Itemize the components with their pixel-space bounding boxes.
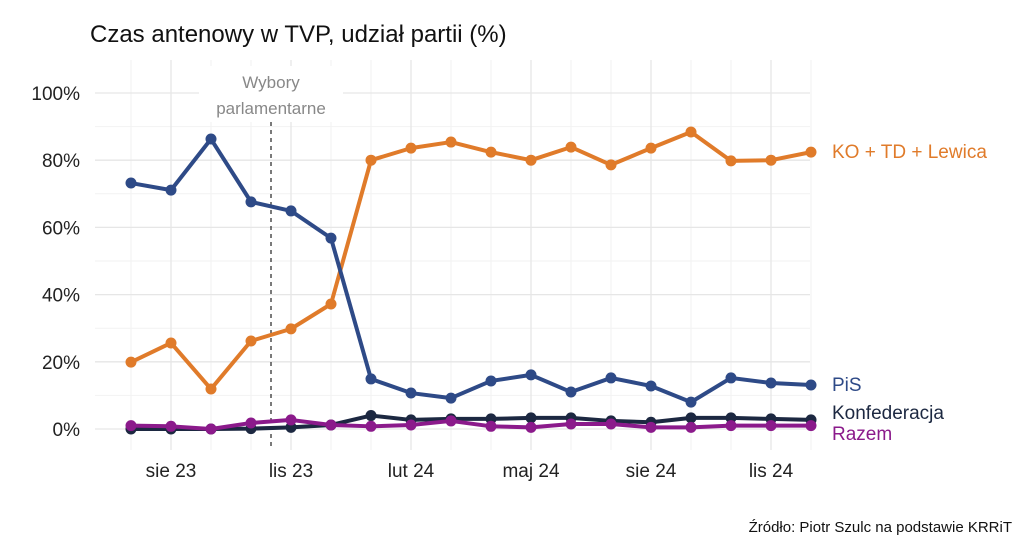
data-point xyxy=(525,154,537,166)
y-tick-label: 40% xyxy=(42,286,80,307)
data-point xyxy=(725,412,737,424)
data-point xyxy=(765,154,777,166)
x-tick-label: lut 24 xyxy=(388,461,435,482)
data-point xyxy=(685,396,697,408)
x-tick-label: sie 23 xyxy=(146,461,197,482)
data-point xyxy=(205,133,217,145)
data-point xyxy=(725,420,737,432)
data-point xyxy=(805,379,817,391)
data-point xyxy=(765,377,777,389)
x-tick-label: lis 23 xyxy=(269,461,313,482)
series-line xyxy=(130,137,812,405)
data-point xyxy=(445,392,457,404)
series-line xyxy=(130,129,812,392)
data-point xyxy=(485,146,497,158)
y-tick-label: 20% xyxy=(42,353,80,374)
data-point xyxy=(645,380,657,392)
series-label: KO + TD + Lewica xyxy=(832,142,987,163)
data-point xyxy=(525,421,537,433)
data-point xyxy=(525,412,537,424)
data-point xyxy=(485,375,497,387)
series-label: PiS xyxy=(832,375,862,396)
data-point xyxy=(485,420,497,432)
chart-caption: Źródło: Piotr Szulc na podstawie KRRiT xyxy=(749,519,1012,536)
chart-title: Czas antenowy w TVP, udział partii (%) xyxy=(90,21,507,48)
y-tick-label: 80% xyxy=(42,151,80,172)
x-tick-label: lis 24 xyxy=(749,461,794,482)
data-point xyxy=(285,323,297,335)
annotation-background xyxy=(199,66,343,122)
data-point xyxy=(365,154,377,166)
data-point xyxy=(165,337,177,349)
data-point xyxy=(725,155,737,167)
data-point xyxy=(365,410,377,422)
data-point xyxy=(165,184,177,196)
series-label: Konfederacja xyxy=(832,403,944,424)
data-point xyxy=(565,141,577,153)
data-point xyxy=(565,418,577,430)
data-point xyxy=(605,372,617,384)
data-point xyxy=(645,142,657,154)
data-point xyxy=(245,196,257,208)
data-point xyxy=(445,415,457,427)
x-tick-label: maj 24 xyxy=(502,461,559,482)
y-tick-label: 0% xyxy=(53,420,81,441)
y-tick-label: 100% xyxy=(31,84,80,105)
data-point xyxy=(205,423,217,435)
data-point xyxy=(405,387,417,399)
data-point xyxy=(125,356,137,368)
series-line xyxy=(130,417,811,431)
data-point xyxy=(405,419,417,431)
data-point xyxy=(685,126,697,138)
annotation-label: Wybory xyxy=(242,73,300,92)
data-point xyxy=(605,418,617,430)
data-point xyxy=(805,420,817,432)
data-point xyxy=(285,414,297,426)
data-point xyxy=(325,298,337,310)
data-point xyxy=(205,383,217,395)
x-tick-label: sie 24 xyxy=(626,461,677,482)
series-label: Razem xyxy=(832,424,892,445)
y-tick-label: 60% xyxy=(42,218,80,239)
data-point xyxy=(405,142,417,154)
data-point xyxy=(365,420,377,432)
data-point xyxy=(245,417,257,429)
data-point xyxy=(285,205,297,217)
data-point xyxy=(165,420,177,432)
data-point xyxy=(525,369,537,381)
data-point xyxy=(685,412,697,424)
data-point xyxy=(325,419,337,431)
data-point xyxy=(685,421,697,433)
data-point xyxy=(605,159,617,171)
annotation-label: parlamentarne xyxy=(216,99,326,118)
data-point xyxy=(725,372,737,384)
series-line xyxy=(131,413,812,431)
data-point xyxy=(365,373,377,385)
data-point xyxy=(765,420,777,432)
data-point xyxy=(805,146,817,158)
data-point xyxy=(325,232,337,244)
data-point xyxy=(125,177,137,189)
data-point xyxy=(645,421,657,433)
data-point xyxy=(445,136,457,148)
data-point xyxy=(125,420,137,432)
data-point xyxy=(565,386,577,398)
data-point xyxy=(245,335,257,347)
